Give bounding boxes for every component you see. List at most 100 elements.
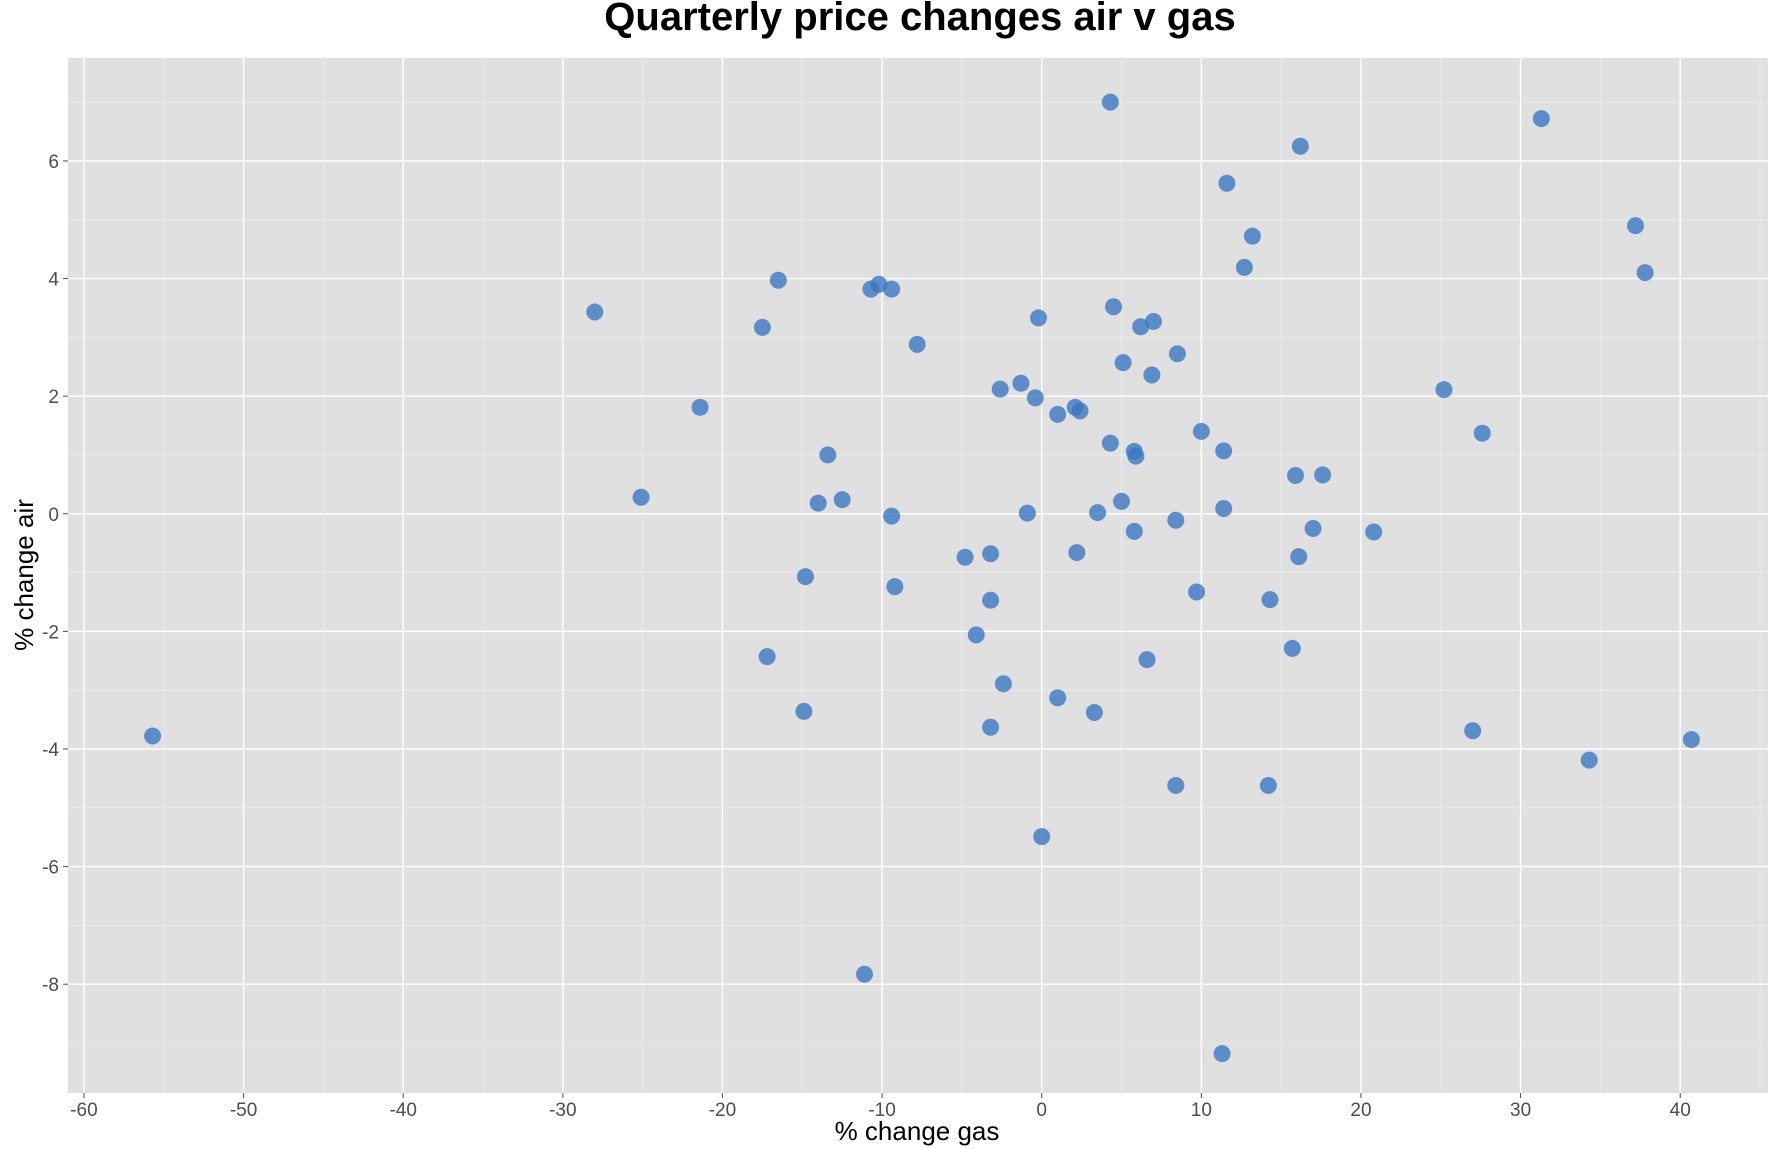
data-point	[1167, 776, 1185, 794]
x-tick-label: 10	[1191, 1100, 1212, 1121]
data-point	[1636, 264, 1654, 282]
data-point	[796, 568, 814, 586]
x-tick-label: -50	[230, 1100, 257, 1121]
data-point	[982, 545, 1000, 563]
data-point	[1132, 318, 1150, 336]
data-point	[1304, 519, 1322, 537]
data-point	[1049, 405, 1067, 423]
x-tick-label: 0	[1036, 1100, 1047, 1121]
data-points	[144, 93, 1700, 1063]
data-point	[1138, 651, 1156, 669]
data-point	[632, 488, 650, 506]
data-point	[1114, 354, 1132, 372]
data-point	[1287, 467, 1305, 485]
data-point	[144, 727, 162, 745]
x-axis-label: % change gas	[835, 1116, 1000, 1146]
chart-title: Quarterly price changes air v gas	[604, 0, 1235, 39]
data-point	[1192, 422, 1210, 440]
data-point	[1143, 366, 1161, 384]
data-point	[1101, 93, 1119, 111]
data-point	[1167, 511, 1185, 529]
x-tick-label: -30	[549, 1100, 576, 1121]
data-point	[1435, 381, 1453, 399]
data-point	[1018, 504, 1036, 522]
data-point	[586, 303, 604, 321]
data-point	[908, 335, 926, 353]
y-tick-label: 6	[48, 152, 59, 173]
data-point	[1627, 217, 1645, 235]
data-point	[1089, 504, 1107, 522]
data-point	[1127, 447, 1145, 465]
x-tick-label: -20	[709, 1100, 736, 1121]
data-point	[1213, 1045, 1231, 1063]
data-point	[1113, 492, 1131, 510]
data-point	[1215, 499, 1233, 517]
data-point	[956, 548, 974, 566]
data-point	[967, 626, 985, 644]
axis-ticks	[63, 160, 1681, 1098]
data-point	[982, 591, 1000, 609]
data-point	[1033, 828, 1051, 846]
data-point	[758, 648, 776, 666]
x-tick-label: 40	[1670, 1100, 1691, 1121]
data-point	[886, 578, 904, 596]
y-tick-label: 2	[48, 387, 59, 408]
x-tick-label: -10	[868, 1100, 895, 1121]
y-tick-label: 0	[48, 505, 59, 526]
data-point	[1168, 345, 1186, 363]
data-point	[856, 965, 874, 983]
data-point	[1026, 389, 1044, 407]
data-point	[1259, 776, 1277, 794]
major-gridlines	[68, 58, 1768, 1093]
data-point	[1105, 298, 1123, 316]
data-point	[1365, 523, 1383, 541]
data-point	[1125, 522, 1143, 540]
data-point	[809, 494, 827, 512]
data-point	[883, 280, 901, 298]
data-point	[691, 398, 709, 416]
data-point	[1188, 583, 1206, 601]
data-point	[1144, 312, 1162, 330]
data-point	[1314, 466, 1332, 484]
data-point	[1030, 309, 1048, 327]
data-point	[862, 280, 880, 298]
data-point	[1085, 704, 1103, 722]
data-point	[1261, 591, 1279, 609]
data-point	[1291, 137, 1309, 155]
plot-panel	[68, 58, 1768, 1093]
y-tick-label: -4	[42, 740, 59, 761]
data-point	[795, 702, 813, 720]
data-point	[769, 271, 787, 289]
y-tick-label: -6	[42, 858, 59, 879]
data-point	[1012, 374, 1030, 392]
data-point	[753, 318, 771, 336]
data-point	[1532, 110, 1550, 128]
x-tick-label: -40	[389, 1100, 416, 1121]
data-point	[1464, 722, 1482, 740]
data-point	[819, 446, 837, 464]
data-point	[1283, 639, 1301, 657]
data-point	[1049, 689, 1067, 707]
data-point	[994, 675, 1012, 693]
data-point	[1290, 548, 1308, 566]
data-point	[1071, 402, 1089, 420]
data-point	[1101, 434, 1119, 452]
x-tick-label: 30	[1510, 1100, 1531, 1121]
y-tick-label: -8	[42, 975, 59, 996]
y-tick-label: 4	[48, 270, 59, 291]
y-tick-label: -2	[42, 622, 59, 643]
data-point	[991, 380, 1009, 398]
data-point	[1580, 751, 1598, 769]
data-point	[1068, 544, 1086, 562]
data-point	[982, 718, 1000, 736]
data-point	[1235, 258, 1253, 276]
x-tick-label: -60	[70, 1100, 97, 1121]
minor-gridlines	[68, 58, 1768, 1093]
data-point	[1243, 227, 1261, 245]
data-point	[883, 507, 901, 525]
data-point	[1473, 424, 1491, 442]
x-tick-label: 20	[1350, 1100, 1371, 1121]
